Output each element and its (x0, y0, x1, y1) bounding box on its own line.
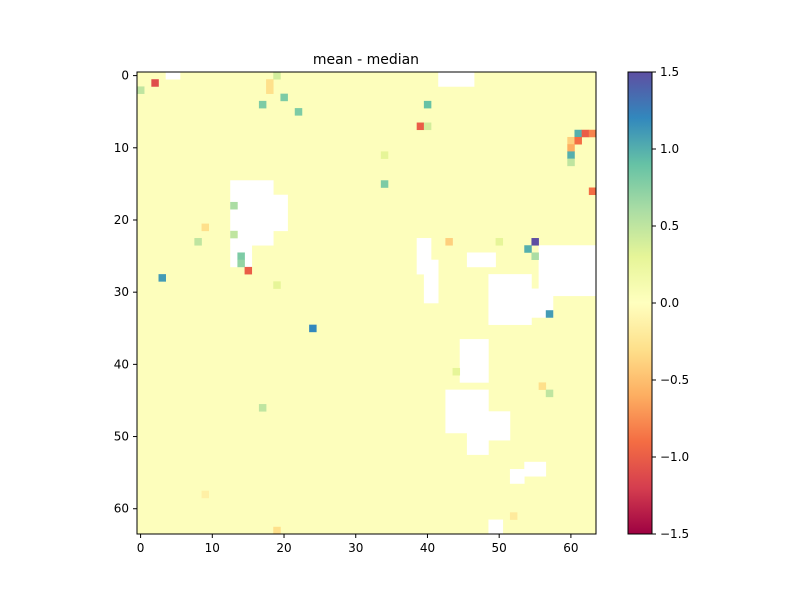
masked-region (509, 469, 525, 484)
colorbar-tick-label: 0.5 (660, 219, 679, 233)
heatmap-cell (495, 238, 504, 246)
heatmap-cell (258, 404, 267, 412)
heatmap-cell (531, 238, 539, 246)
heatmap-cell (423, 100, 432, 109)
masked-region (273, 194, 288, 232)
colorbar-tick-label: 1.0 (660, 142, 679, 156)
heatmap-cell (416, 122, 425, 131)
x-tick-label: 10 (205, 541, 220, 555)
heatmap-cell (280, 93, 288, 102)
y-tick-label: 30 (114, 285, 129, 299)
heatmap-cell (273, 281, 281, 289)
masked-region (466, 418, 489, 455)
heatmap-cell (201, 223, 210, 232)
heatmap-cell (294, 108, 303, 116)
heatmap-cell (581, 129, 590, 138)
masked-region (524, 461, 547, 477)
heatmap-cell (380, 151, 389, 159)
colorbar-tick-label: −1.5 (660, 527, 689, 541)
heatmap-cell (158, 274, 166, 282)
heatmap-cell (266, 86, 274, 94)
heatmap-cell (244, 266, 253, 275)
masked-region (466, 252, 496, 268)
y-axis: 0 10 20 30 40 50 60 (114, 69, 137, 516)
heatmap-cell (201, 490, 210, 499)
masked-region (423, 259, 439, 304)
x-tick-label: 50 (492, 541, 507, 555)
heatmap-cell (309, 324, 317, 333)
heatmap-frame (136, 71, 597, 535)
colorbar (627, 71, 653, 535)
heatmap-cell (273, 526, 281, 535)
heatmap-cell (273, 72, 281, 80)
heatmap-cell (574, 136, 582, 145)
heatmap-cell (567, 158, 575, 167)
heatmap-cell (151, 79, 159, 87)
x-tick-label: 30 (348, 541, 363, 555)
y-tick-label: 20 (114, 213, 129, 227)
heatmap-cell (509, 512, 518, 520)
heatmap-cell (230, 230, 238, 239)
y-tick-label: 10 (114, 141, 129, 155)
masked-region (488, 411, 511, 441)
heatmap-cell (588, 129, 597, 138)
masked-region (538, 245, 597, 297)
heatmap-cell (237, 259, 245, 268)
heatmap-cell (567, 136, 575, 145)
colorbar-axis: 1.5 1.0 0.5 0.0 −0.5 −1.0 −1.5 (652, 65, 689, 541)
heatmap (137, 72, 597, 535)
heatmap-cell (137, 86, 145, 94)
heatmap-cell (237, 252, 245, 260)
masked-region (488, 519, 504, 535)
chart-title: mean - median (313, 52, 419, 68)
colorbar-tick-label: 1.5 (660, 65, 679, 79)
heatmap-cell (524, 245, 532, 253)
heatmap-cell (423, 122, 432, 131)
y-tick-label: 60 (114, 502, 129, 516)
colorbar-tick-label: −0.5 (660, 373, 689, 387)
masked-region (488, 274, 532, 325)
x-axis: 0 10 20 30 40 50 60 (137, 534, 579, 555)
colorbar-tick-label: 0.0 (660, 296, 679, 310)
masked-region (459, 339, 489, 383)
masked-region (165, 72, 181, 80)
heatmap-cell (266, 79, 274, 87)
heatmap-cell (445, 238, 453, 246)
heatmap-cell (258, 100, 267, 109)
heatmap-cell (452, 367, 461, 376)
heatmap-cell (545, 389, 554, 398)
colorbar-tick-label: −1.0 (660, 450, 689, 464)
heatmap-cell (567, 144, 575, 152)
heatmap-cell (230, 201, 238, 210)
masked-region (438, 72, 475, 87)
heatmap-cell (588, 187, 597, 196)
heatmap-cell (574, 129, 582, 138)
heatmap-cell (567, 151, 575, 159)
heatmap-cell (194, 238, 202, 246)
heatmap-cell (538, 382, 547, 390)
y-tick-label: 0 (121, 69, 129, 83)
x-tick-label: 20 (276, 541, 291, 555)
x-tick-label: 0 (137, 541, 145, 555)
heatmap-cell (545, 310, 554, 318)
heatmap-cell (531, 252, 539, 260)
heatmap-cell (380, 180, 389, 188)
x-tick-label: 40 (420, 541, 435, 555)
x-tick-label: 60 (563, 541, 578, 555)
y-tick-label: 50 (114, 430, 129, 444)
y-tick-label: 40 (114, 357, 129, 371)
